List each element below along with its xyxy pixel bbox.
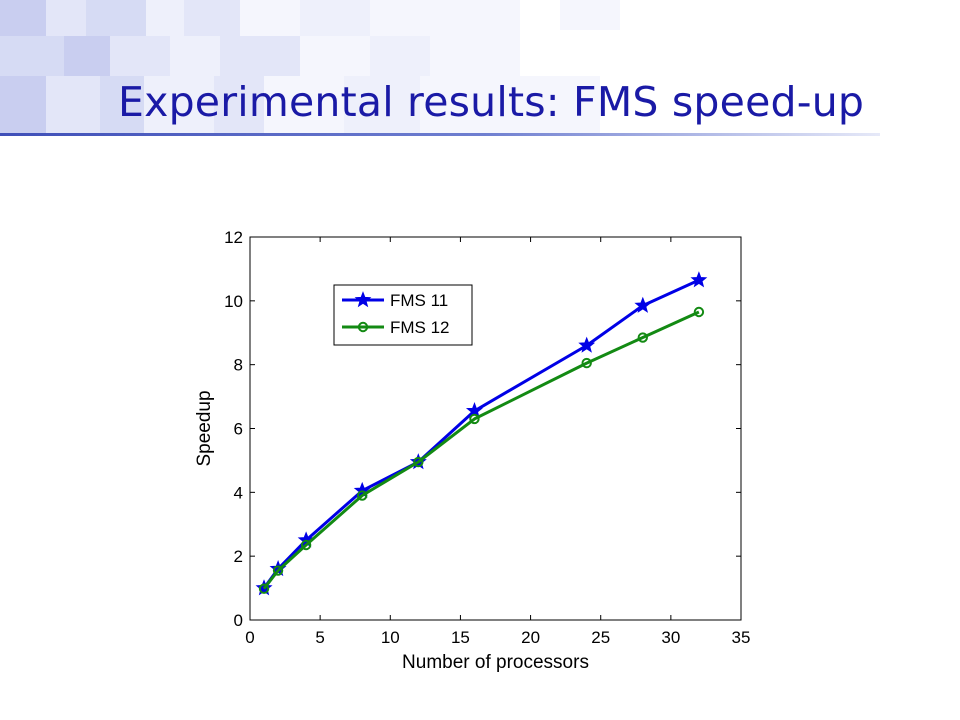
background-tile	[214, 76, 264, 133]
x-axis-label: Number of processors	[402, 652, 589, 673]
background-tile	[170, 36, 220, 76]
y-tick-label: 8	[234, 356, 243, 375]
background-tile	[300, 0, 370, 36]
background-tile	[86, 0, 146, 36]
x-tick-label: 10	[381, 628, 400, 647]
data-point-series-2	[637, 332, 648, 343]
data-point-series-2	[469, 413, 480, 425]
background-tile	[46, 0, 86, 36]
data-point-series-1	[578, 336, 596, 353]
y-tick-label: 0	[234, 611, 243, 630]
background-tile	[560, 0, 620, 30]
x-tick-label: 0	[245, 628, 254, 647]
background-tile	[420, 76, 510, 133]
y-axis-label: Speedup	[194, 390, 215, 466]
data-point-series-2	[272, 565, 284, 576]
background-tile	[184, 0, 240, 36]
data-point-series-1	[634, 296, 652, 313]
x-tick-label: 35	[732, 628, 751, 647]
data-point-series-2	[258, 583, 270, 594]
background-tile	[264, 76, 344, 133]
plot-area	[249, 236, 742, 621]
background-tile	[46, 76, 100, 133]
background-tile	[146, 0, 184, 36]
series-line-2	[262, 310, 700, 590]
x-tick-label: 25	[591, 628, 610, 647]
title-underline	[0, 133, 880, 136]
background-tile	[370, 36, 430, 76]
y-tick-label: 4	[234, 483, 243, 502]
background-tile	[220, 36, 300, 76]
background-tile	[0, 0, 46, 36]
x-tick-label: 20	[521, 628, 540, 647]
background-tile	[110, 36, 170, 76]
background-tile	[240, 0, 300, 36]
y-tick-label: 10	[224, 292, 243, 311]
background-tile	[64, 36, 110, 76]
background-tile	[430, 36, 520, 76]
y-tick-label: 12	[224, 228, 243, 247]
background-tile	[510, 76, 600, 133]
background-tile	[300, 36, 370, 76]
legend-marker-2	[357, 321, 369, 333]
x-tick-label: 30	[661, 628, 680, 647]
data-point-series-2	[357, 490, 368, 501]
legend-label-1: FMS 11	[390, 291, 448, 310]
background-tile	[0, 76, 46, 133]
background-tile	[370, 0, 430, 36]
background-tile	[430, 0, 520, 36]
legend-label-2: FMS 12	[390, 318, 450, 337]
data-point-series-2	[581, 357, 592, 369]
data-point-series-2	[413, 456, 424, 468]
y-tick-label: 6	[234, 420, 243, 439]
legend-box	[333, 284, 473, 346]
x-tick-label: 5	[315, 628, 324, 647]
background-tile	[0, 36, 64, 76]
data-point-series-2	[693, 306, 705, 318]
legend-marker-1	[354, 291, 372, 308]
data-point-series-1	[690, 271, 708, 288]
x-tick-label: 15	[451, 628, 470, 647]
y-tick-label: 2	[234, 547, 243, 566]
data-point-series-2	[300, 539, 312, 551]
background-tile	[144, 76, 214, 133]
background-tile	[344, 76, 420, 133]
background-tile	[100, 76, 144, 133]
slide-title: Experimental results: FMS speed-up	[118, 78, 865, 126]
